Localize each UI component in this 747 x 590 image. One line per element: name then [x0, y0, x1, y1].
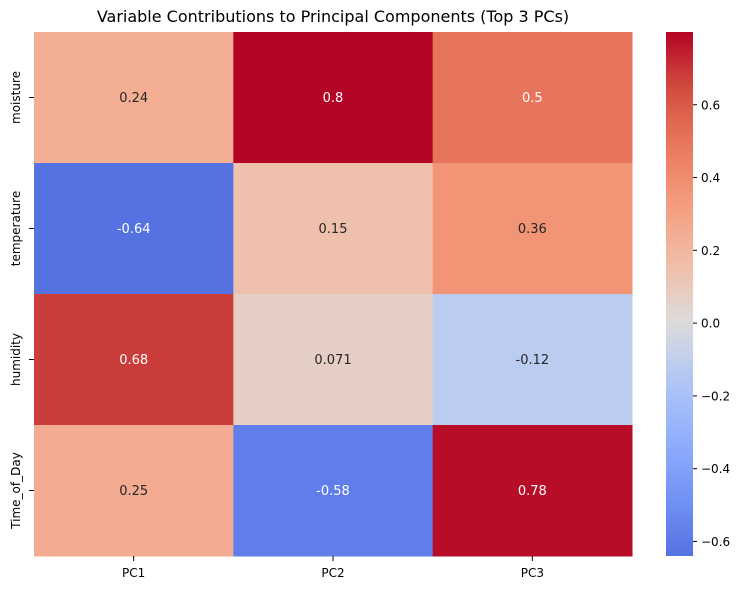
colorbar-tick-label: −0.2 — [701, 389, 730, 403]
colorbar-tick-label: 0.0 — [701, 317, 720, 331]
heatmap-cell — [233, 425, 434, 557]
y-tick-label: Time_of_Day — [9, 452, 23, 530]
heatmap-cell — [34, 32, 234, 164]
heatmap-cell — [34, 294, 234, 426]
cell-value-label: -0.58 — [316, 484, 350, 499]
y-tick-label: moisture — [9, 71, 23, 124]
heatmap-cell — [233, 294, 434, 426]
heatmap-cell — [34, 425, 234, 557]
cell-value-label: 0.24 — [119, 91, 148, 106]
heatmap-value-labels: 0.24 0.8 0.5 -0.64 0.15 0.36 0.68 0.071 -0.12 0.2… — [117, 91, 549, 499]
heatmap-cells — [34, 32, 633, 557]
cell-value-label: 0.5 — [522, 91, 543, 106]
heatmap-cell — [432, 163, 633, 295]
cell-value-label: 0.071 — [314, 353, 351, 368]
y-axis: moisture temperature humidity Time_of_Day — [9, 71, 34, 530]
colorbar-gradient — [666, 32, 693, 556]
heatmap-cell — [233, 163, 434, 295]
y-tick-label: humidity — [9, 333, 23, 386]
x-tick-label: PC1 — [122, 566, 145, 580]
colorbar: 0.6 0.4 0.2 0.0 −0.2 −0.4 −0.6 — [666, 32, 730, 556]
cell-value-label: 0.68 — [119, 353, 148, 368]
cell-value-label: 0.78 — [518, 484, 547, 499]
cell-value-label: 0.25 — [119, 484, 148, 499]
colorbar-tick-label: 0.4 — [701, 171, 720, 185]
colorbar-tick-label: 0.6 — [701, 98, 720, 112]
x-tick-label: PC2 — [321, 566, 344, 580]
cell-value-label: 0.36 — [518, 222, 547, 237]
heatmap-cell — [432, 32, 633, 164]
x-axis: PC1 PC2 PC3 — [122, 556, 544, 580]
cell-value-label: -0.12 — [516, 353, 550, 368]
x-tick-label: PC3 — [521, 566, 544, 580]
colorbar-tick-label: −0.6 — [701, 535, 730, 549]
heatmap-cell — [233, 32, 434, 164]
chart-title: Variable Contributions to Principal Comp… — [96, 7, 570, 26]
cell-value-label: 0.8 — [323, 91, 344, 106]
heatmap-cell — [432, 425, 633, 557]
colorbar-tick-label: 0.2 — [701, 244, 720, 258]
cell-value-label: -0.64 — [117, 222, 151, 237]
heatmap-cell — [432, 294, 633, 426]
colorbar-tick-label: −0.4 — [701, 462, 730, 476]
y-tick-label: temperature — [9, 191, 23, 266]
cell-value-label: 0.15 — [319, 222, 348, 237]
heatmap-cell — [34, 163, 234, 295]
